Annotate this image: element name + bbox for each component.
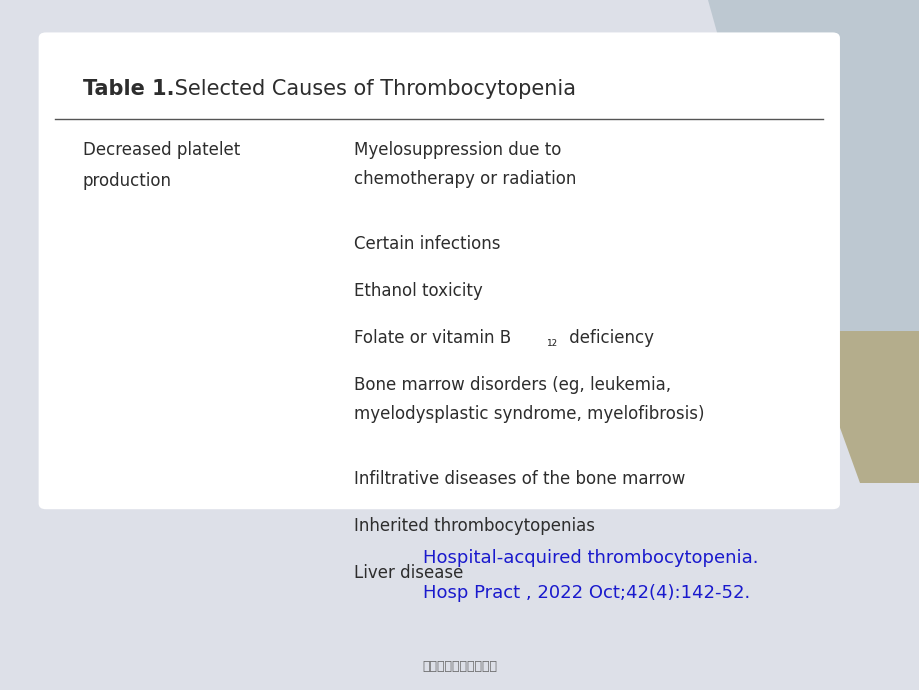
Text: Folate or vitamin B: Folate or vitamin B [354,329,511,347]
Text: Liver disease: Liver disease [354,564,463,582]
FancyBboxPatch shape [39,32,839,509]
Polygon shape [804,331,919,483]
Text: deficiency: deficiency [563,329,653,347]
Text: Bone marrow disorders (eg, leukemia,
myelodysplastic syndrome, myelofibrosis): Bone marrow disorders (eg, leukemia, mye… [354,376,704,422]
Text: Table 1.: Table 1. [83,79,174,99]
Text: Infiltrative diseases of the bone marrow: Infiltrative diseases of the bone marrow [354,470,685,488]
Text: Inherited thrombocytopenias: Inherited thrombocytopenias [354,517,595,535]
Text: Hosp Pract , 2022 Oct;42(4):142-52.: Hosp Pract , 2022 Oct;42(4):142-52. [423,584,750,602]
Text: Selected Causes of Thrombocytopenia: Selected Causes of Thrombocytopenia [168,79,575,99]
Polygon shape [708,0,919,331]
Text: Decreased platelet
production: Decreased platelet production [83,141,240,190]
Text: 第四页，共五十二页。: 第四页，共五十二页。 [422,660,497,673]
Text: Myelosuppression due to
chemotherapy or radiation: Myelosuppression due to chemotherapy or … [354,141,576,188]
Text: ₁₂: ₁₂ [545,335,556,349]
Text: Hospital-acquired thrombocytopenia.: Hospital-acquired thrombocytopenia. [423,549,758,566]
Text: Certain infections: Certain infections [354,235,500,253]
Text: Ethanol toxicity: Ethanol toxicity [354,282,482,300]
